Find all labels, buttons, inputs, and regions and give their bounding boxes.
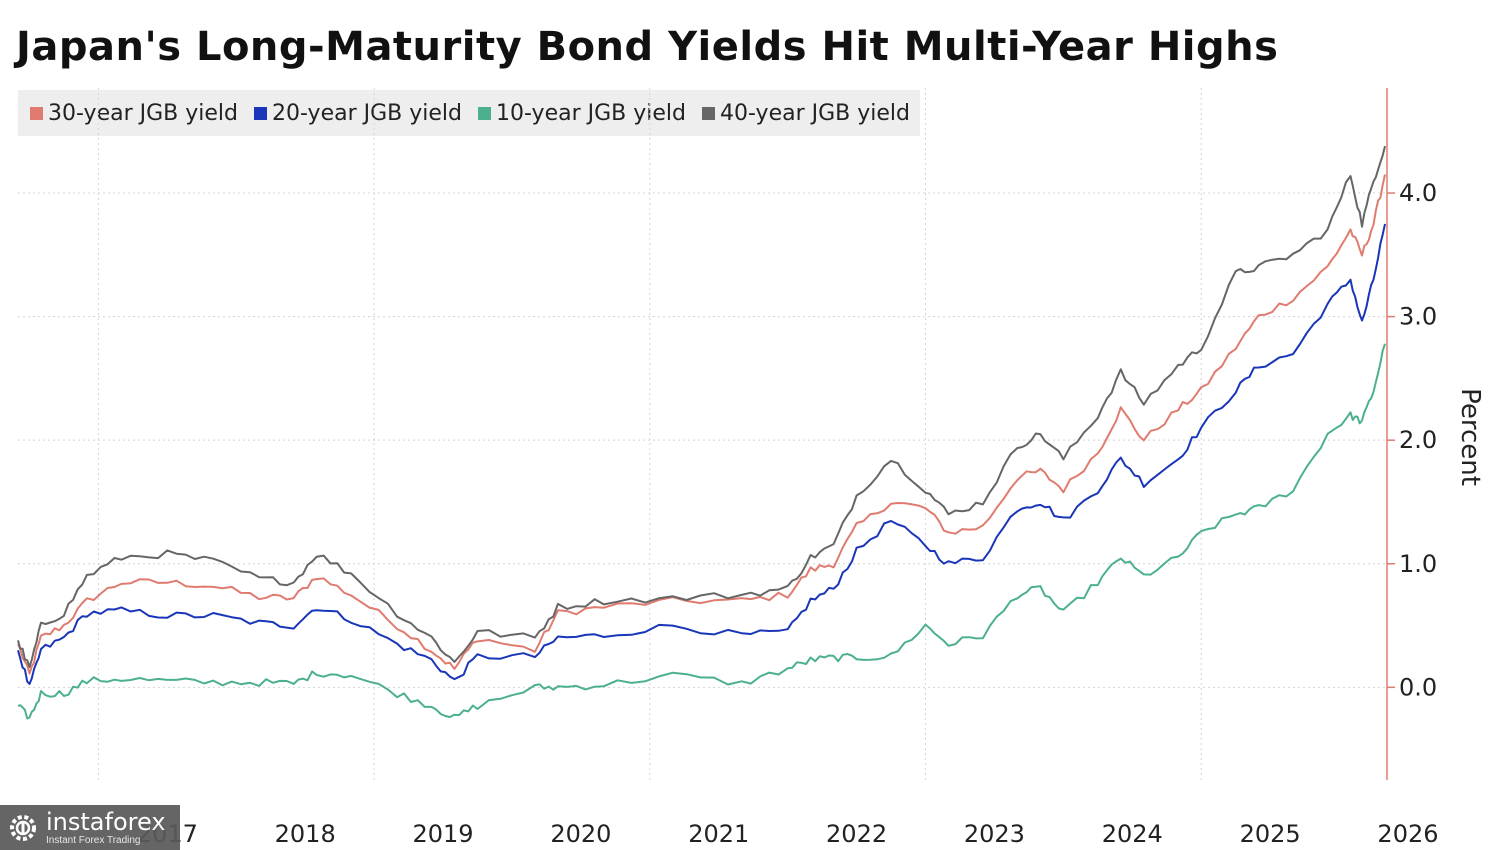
series-line-1	[17, 174, 1386, 675]
legend-label: 40-year JGB yield	[720, 100, 910, 126]
y-tick-label: 2.0	[1399, 426, 1437, 454]
legend-swatch	[478, 106, 491, 120]
y-tick-label: 4.0	[1399, 179, 1437, 207]
y-axis-title: Percent	[1455, 388, 1485, 486]
legend-entry: 20-year JGB yield	[254, 101, 462, 126]
grid-lines	[18, 88, 1385, 780]
x-tick-label: 2021	[688, 820, 749, 848]
x-axis: 2017201820192020202120222023202420252026	[137, 820, 1439, 848]
watermark-brand: instaforex	[46, 808, 166, 836]
legend-entry: 10-year JGB yield	[478, 101, 686, 126]
legend-swatch	[254, 106, 267, 120]
x-tick-label: 2026	[1377, 820, 1438, 848]
watermark-tagline: Instant Forex Trading	[46, 835, 141, 846]
x-tick-label: 2023	[964, 820, 1025, 848]
y-tick-label: 3.0	[1399, 303, 1437, 331]
x-tick-label: 2019	[412, 820, 473, 848]
x-tick-label: 2022	[826, 820, 887, 848]
gear-logo-icon	[10, 814, 36, 841]
chart-legend: 30-year JGB yield 20-year JGB yield 10-yea…	[18, 90, 920, 136]
legend-label: 30-year JGB yield	[48, 100, 238, 126]
series-line-3	[17, 343, 1386, 720]
legend-entry: 40-year JGB yield	[702, 101, 910, 126]
x-tick-label: 2020	[550, 820, 611, 848]
legend-label: 10-year JGB yield	[496, 100, 686, 126]
legend-swatch	[702, 106, 715, 120]
watermark-logo: instaforex Instant Forex Trading	[0, 805, 180, 850]
legend-label: 20-year JGB yield	[272, 100, 462, 126]
y-tick-label: 0.0	[1399, 673, 1437, 701]
x-tick-label: 2024	[1102, 820, 1163, 848]
y-axis: 0.0 1.0 2.0 3.0 4.0 Percent	[1386, 88, 1485, 780]
x-tick-label: 2025	[1240, 820, 1301, 848]
legend-swatch	[30, 106, 43, 120]
series-line-2	[17, 223, 1386, 685]
series-line-4	[17, 145, 1386, 668]
series-lines	[17, 145, 1386, 720]
legend-entry: 30-year JGB yield	[30, 101, 238, 126]
y-tick-label: 1.0	[1399, 550, 1437, 578]
chart-title: Japan's Long-Maturity Bond Yields Hit Mu…	[16, 24, 1279, 70]
x-tick-label: 2018	[275, 820, 336, 848]
